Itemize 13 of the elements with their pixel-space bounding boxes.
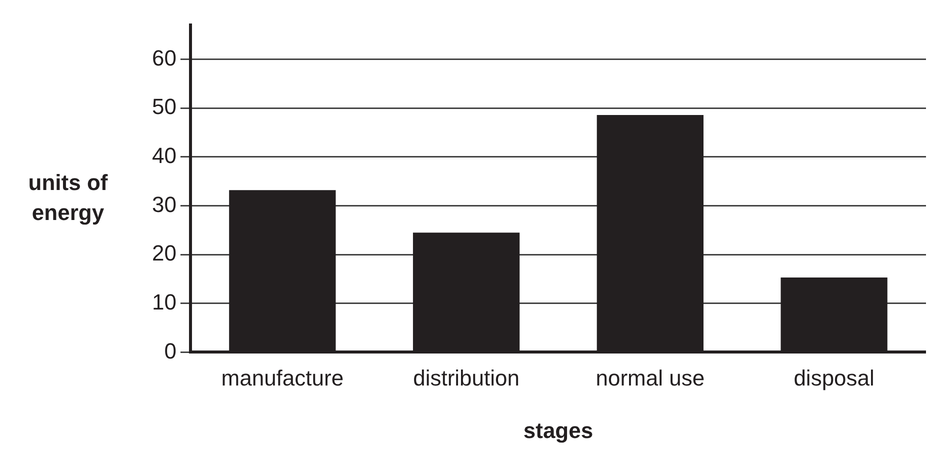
y-tick-label: 0 xyxy=(164,338,176,364)
x-tick-label: disposal xyxy=(794,365,874,390)
y-tick-label: 60 xyxy=(152,45,176,70)
y-tick-label: 50 xyxy=(152,94,176,120)
x-tick-label: normal use xyxy=(596,365,705,390)
y-tick-label: 10 xyxy=(152,289,176,314)
y-tick-label: 20 xyxy=(152,240,176,266)
y-tick-label: 40 xyxy=(152,143,176,168)
x-axis-title: stages xyxy=(523,418,594,443)
y-tick-label: 30 xyxy=(152,192,176,217)
x-tick-label: manufacture xyxy=(221,365,344,390)
y-axis-title: units of energy xyxy=(28,170,108,225)
x-tick-label: distribution xyxy=(413,365,520,390)
